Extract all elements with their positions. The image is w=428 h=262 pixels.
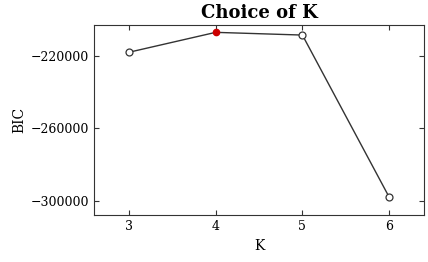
X-axis label: K: K: [254, 239, 264, 253]
Y-axis label: BIC: BIC: [13, 107, 27, 133]
Title: Choice of K: Choice of K: [201, 4, 318, 22]
